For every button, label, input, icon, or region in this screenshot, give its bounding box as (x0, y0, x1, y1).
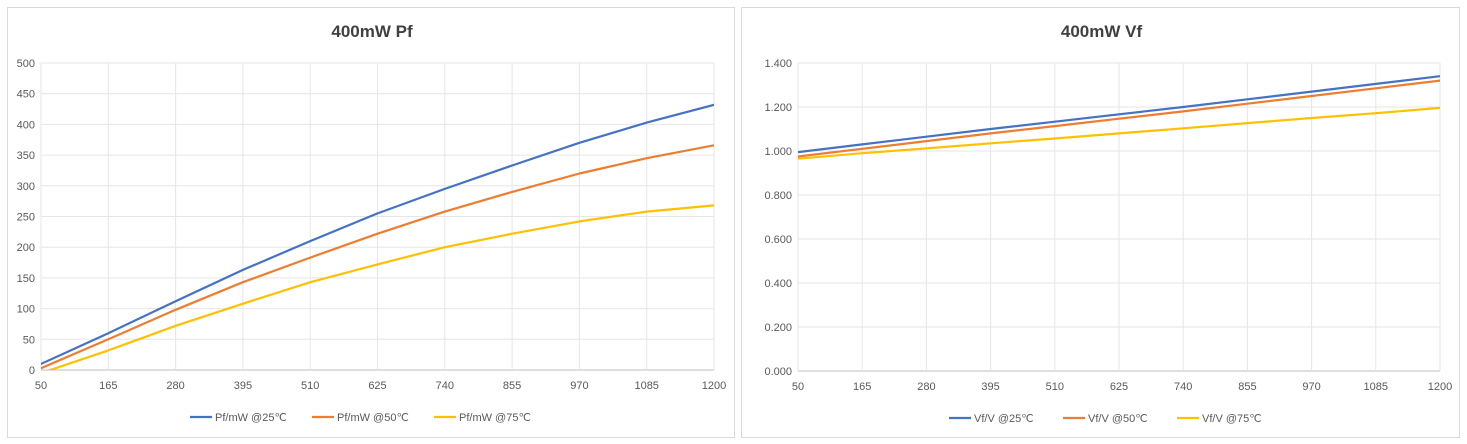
y-tick-label: 150 (17, 273, 35, 285)
x-tick-label: 740 (436, 380, 454, 392)
y-tick-label: 1.200 (764, 102, 792, 114)
x-tick-label: 1085 (1364, 381, 1388, 393)
x-tick-label: 970 (570, 380, 588, 392)
legend-label: Pf/mW @50℃ (337, 412, 409, 424)
chart-title: 400mW Pf (331, 22, 413, 41)
y-tick-label: 0 (29, 365, 35, 377)
x-tick-label: 1200 (702, 380, 726, 392)
chart-title: 400mW Vf (1061, 22, 1143, 41)
x-tick-label: 1085 (634, 380, 658, 392)
x-tick-label: 970 (1302, 381, 1320, 393)
y-tick-label: 300 (17, 181, 35, 193)
x-tick-label: 855 (1238, 381, 1256, 393)
series-line-3 (46, 204, 714, 370)
y-tick-label: 250 (17, 212, 35, 224)
series-line-1 (798, 75, 1440, 154)
vf-chart: 400mW Vf 0.000 0.200 0.400 0.600 0.800 1.000 1.… (764, 22, 1452, 425)
series-group (798, 75, 1440, 160)
y-tick-label: 350 (17, 150, 35, 162)
y-tick-label: 0.200 (764, 322, 792, 334)
y-tick-label: 100 (17, 304, 35, 316)
y-tick-label: 500 (17, 58, 35, 70)
legend-label: Pf/mW @75℃ (459, 412, 531, 424)
x-tick-label: 625 (368, 380, 386, 392)
x-tick-label: 280 (917, 381, 935, 393)
y-tick-label: 400 (17, 119, 35, 131)
series-line-2 (798, 79, 1440, 158)
x-tick-label: 165 (853, 381, 871, 393)
legend-label: Vf/V @25℃ (974, 413, 1034, 425)
pf-chart-panel: 400mW Pf 0 50 100 150 200 250 300 350 400 450 500 50… (7, 7, 735, 438)
x-tick-label: 740 (1174, 381, 1192, 393)
y-tick-label: 200 (17, 242, 35, 254)
y-tick-label: 0.800 (764, 190, 792, 202)
x-tick-label: 395 (981, 381, 999, 393)
legend-label: Vf/V @50℃ (1088, 413, 1148, 425)
y-tick-label: 1.400 (764, 58, 792, 70)
y-tick-label: 0.000 (764, 366, 792, 378)
x-tick-label: 280 (166, 380, 184, 392)
x-tick-label: 510 (301, 380, 319, 392)
series-group (41, 103, 714, 370)
x-tick-label: 50 (35, 380, 47, 392)
y-tick-label: 0.600 (764, 234, 792, 246)
y-tick-label: 0.400 (764, 278, 792, 290)
y-tick-label: 50 (23, 334, 35, 346)
x-tick-label: 395 (234, 380, 252, 392)
y-tick-label: 450 (17, 89, 35, 101)
x-tick-label: 165 (99, 380, 117, 392)
x-tick-label: 1200 (1428, 381, 1452, 393)
x-tick-label: 855 (503, 380, 521, 392)
x-tick-label: 625 (1110, 381, 1128, 393)
legend-label: Pf/mW @25℃ (215, 412, 287, 424)
vf-chart-panel: 400mW Vf 0.000 0.200 0.400 0.600 0.800 1.000 1.… (741, 7, 1460, 438)
series-line-3 (798, 106, 1440, 160)
x-tick-label: 50 (792, 381, 804, 393)
x-tick-label: 510 (1046, 381, 1064, 393)
pf-chart: 400mW Pf05010015020025030035040045050050… (17, 22, 727, 424)
series-line-1 (41, 103, 714, 365)
y-tick-label: 1.000 (764, 146, 792, 158)
legend-label: Vf/V @75℃ (1202, 413, 1262, 425)
series-line-2 (41, 144, 714, 370)
